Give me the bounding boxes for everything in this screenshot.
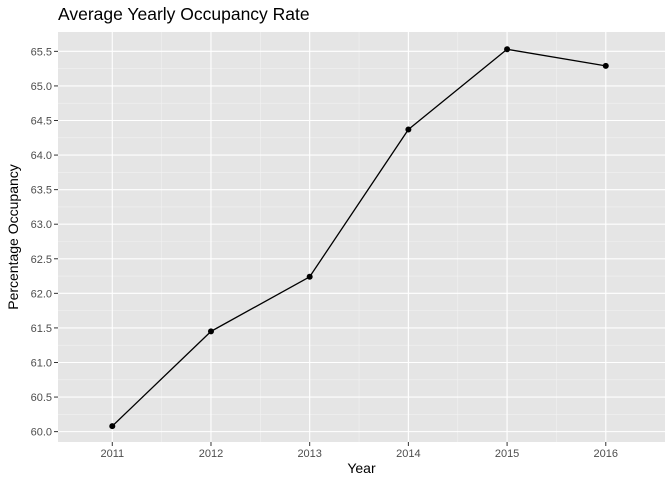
y-tick-label: 64.5 — [31, 115, 52, 127]
x-tick-label: 2013 — [297, 448, 321, 460]
y-tick-label: 64.0 — [31, 150, 52, 162]
x-tick-label: 2014 — [396, 448, 420, 460]
x-axis-title: Year — [347, 460, 376, 476]
y-tick-label: 63.0 — [31, 219, 52, 231]
y-tick-label: 65.0 — [31, 81, 52, 93]
data-point — [306, 273, 313, 280]
minor-gridlines — [58, 32, 665, 442]
x-tick-label: 2012 — [199, 448, 223, 460]
series-line-group — [111, 48, 606, 427]
y-tick-label: 60.0 — [31, 427, 52, 439]
y-tick-label: 62.5 — [31, 254, 52, 266]
x-tick-label: 2011 — [100, 448, 124, 460]
major-gridlines — [58, 32, 665, 442]
x-tick-label: 2015 — [495, 448, 519, 460]
data-point — [602, 62, 609, 69]
y-tick-label: 63.5 — [31, 185, 52, 197]
y-tick-label: 61.5 — [31, 323, 52, 335]
y-tick-label: 60.5 — [31, 392, 52, 404]
y-axis-title: Percentage Occupancy — [5, 164, 21, 310]
y-axis: 60.0 60.5 61.0 61.5 62.0 62.5 63.0 63.5 64.0 64.5… — [31, 46, 58, 439]
data-point — [207, 328, 214, 335]
data-point — [109, 423, 116, 430]
y-tick-label: 61.0 — [31, 357, 52, 369]
x-tick-label: 2016 — [594, 448, 618, 460]
data-points — [109, 46, 609, 430]
data-point — [504, 46, 511, 53]
data-point — [405, 126, 412, 133]
y-tick-label: 62.0 — [31, 288, 52, 300]
chart-title: Average Yearly Occupancy Rate — [58, 4, 310, 24]
series-line — [111, 48, 606, 427]
x-axis: 2011 2012 2013 2014 2015 2016 — [100, 442, 618, 460]
y-tick-label: 65.5 — [31, 46, 52, 58]
plot-panel — [58, 32, 665, 442]
